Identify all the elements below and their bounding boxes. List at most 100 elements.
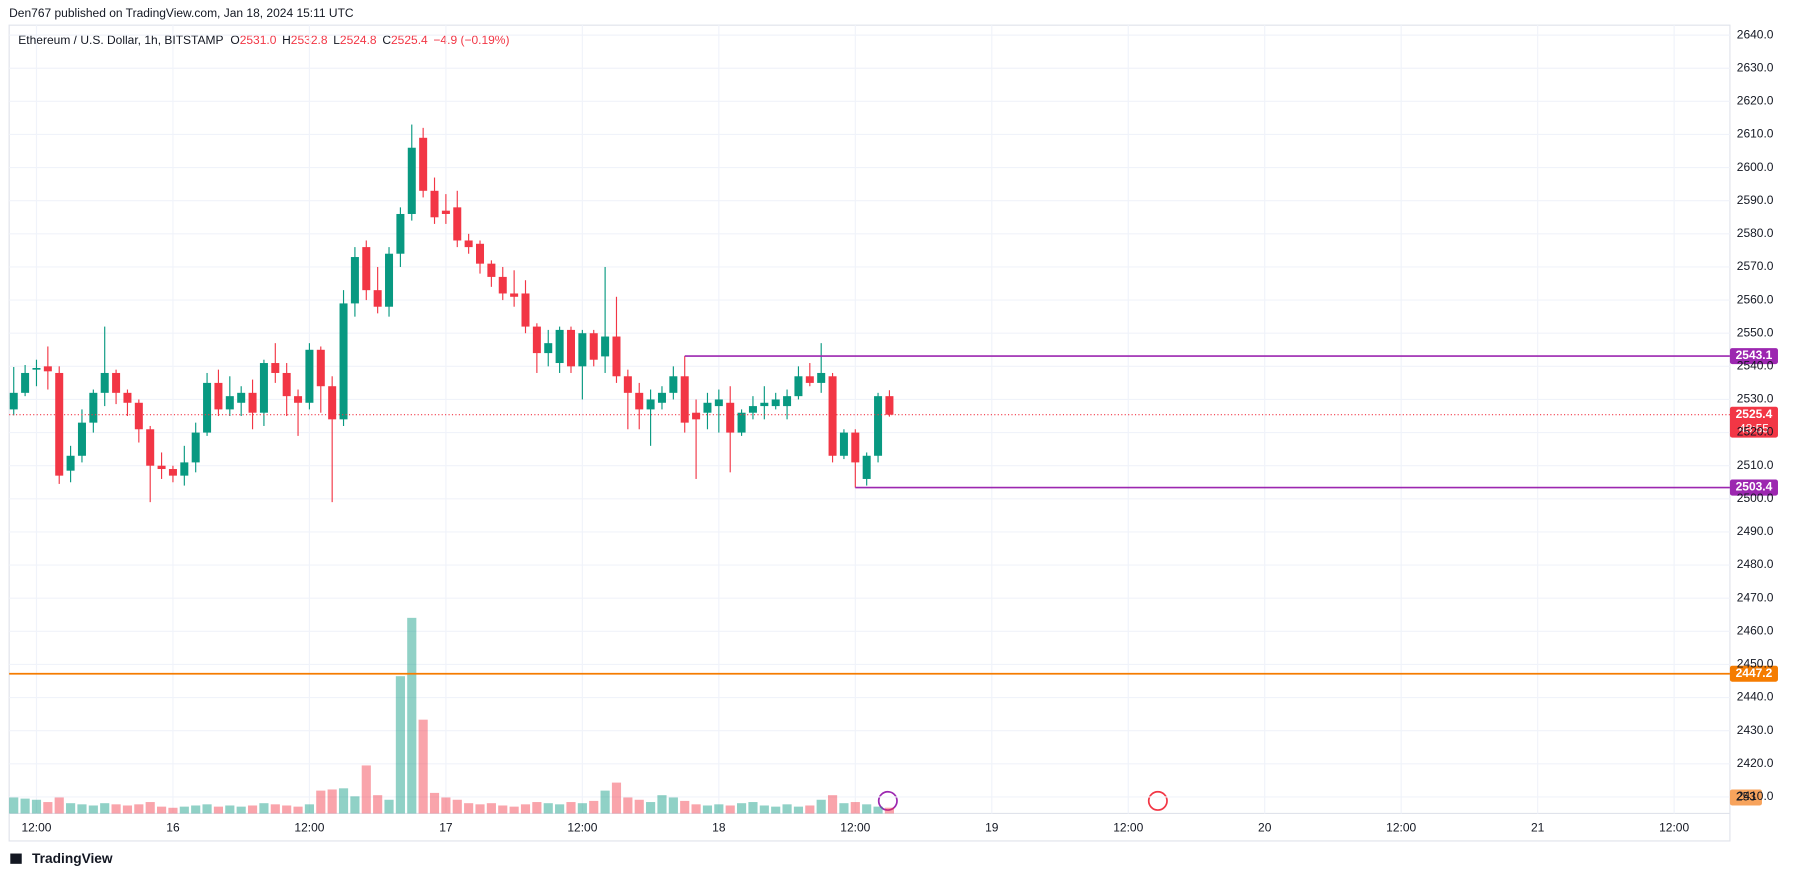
x-tick-label: 12:00 [21,821,51,835]
volume-label: 253 [1736,790,1756,804]
candle-body [885,396,894,415]
volume-bar [737,803,747,814]
legend-label: O [230,33,239,47]
volume-bar [384,799,394,814]
candle-body [862,455,871,479]
y-tick-label: 2450.0 [1737,657,1774,671]
candle-body [214,382,223,410]
symbol: Ethereum / U.S. Dollar, 1h, BITSTAMP [18,33,223,47]
volume-bar [452,799,462,814]
candle-body [635,392,644,410]
y-tick-label: 2420.0 [1737,756,1774,770]
volume-bar [748,802,758,814]
volume-bar [498,805,508,814]
candle-body [305,349,314,403]
candle-body [43,366,52,372]
candle-body [350,257,359,304]
volume-bar [20,798,30,814]
legend-label: L [333,33,340,47]
candle-body [874,396,883,456]
candle-body [464,240,473,248]
volume-bar [259,803,269,814]
volume-bar [725,805,735,814]
volume-bar [100,803,110,814]
candle-body [282,372,291,397]
candle-body [9,392,18,410]
volume-bar [566,802,576,814]
candle-body [237,392,246,403]
candle-body [453,207,462,241]
y-tick-label: 2460.0 [1737,623,1774,637]
grid [9,25,1730,814]
volume-bar [66,803,76,814]
volume-bar [464,803,474,814]
levels: 2543.1 2503.4 2447.2 2525.448:55 253 [9,348,1778,806]
y-tick-label: 2470.0 [1737,590,1774,604]
volume-bar [805,805,815,814]
volume-bar [111,804,121,814]
volume-bar [418,719,428,814]
candle-body [692,412,701,420]
candle-body [339,303,348,420]
volume-bar [873,806,883,814]
volume-bar [884,807,895,814]
candle-body [89,392,98,423]
volume-bar [646,802,656,814]
candle-body [589,333,598,360]
x-tick-label: 16 [166,821,180,835]
candle-body [714,399,723,407]
y-tick-label: 2410.0 [1737,789,1774,803]
candle-body [828,376,837,456]
candle-body [134,402,143,430]
volume-bar [282,805,292,814]
y-tick-label: 2580.0 [1737,226,1774,240]
candle-body [760,402,769,407]
volume-bar [634,799,644,814]
brand-logo [10,853,22,864]
volume-bar [327,789,337,814]
brand: TradingView [10,851,113,866]
volume-bar [191,805,201,814]
volume-bar [668,797,678,814]
volume-bar [691,804,701,814]
level-label: 2447.2 [1736,666,1773,680]
legend-label: H [282,33,291,47]
candle-body [476,243,485,264]
candle-body [146,429,155,466]
candle-body [225,396,234,410]
x-tick-label: 20 [1258,821,1272,835]
candle-body [180,462,189,476]
legend-value: 2531.0 [240,33,277,47]
candle-body [623,376,632,393]
x-tick-label: 12:00 [567,821,597,835]
volume [9,617,895,814]
x-tick-label: 19 [985,821,999,835]
candle-body [555,329,564,364]
volume-bar [156,806,167,814]
candle-body [328,386,337,420]
y-tick-label: 2640.0 [1737,27,1774,41]
x-tick-label: 18 [712,821,726,835]
event-icon[interactable] [877,790,898,811]
volume-bar [247,805,258,814]
candles [9,124,894,503]
volume-bar [202,804,212,814]
volume-bar [407,617,417,814]
volume-bar [771,806,781,814]
event-icon[interactable] [1147,790,1168,811]
candle-body [419,137,428,191]
volume-bar [657,795,667,814]
candle-body [100,372,109,393]
candle-body [680,376,689,423]
y-tick-label: 2510.0 [1737,458,1774,472]
volume-bar [793,806,804,814]
legend-change: −4.9 (−0.19%) [433,33,509,47]
y-tick-label: 2590.0 [1737,193,1774,207]
level-label-box [1729,479,1778,496]
candle-body [737,412,746,433]
volume-bar [850,802,860,814]
y-tick-label: 2610.0 [1737,127,1774,141]
volume-bar [168,807,178,814]
volume-bar [600,790,610,814]
candle-body [362,247,371,291]
